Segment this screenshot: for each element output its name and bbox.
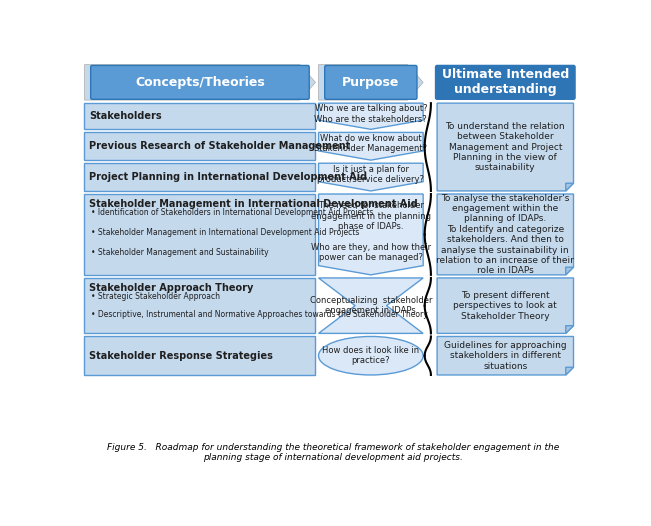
Text: Stakeholders: Stakeholders [89,112,161,122]
Text: To understand the relation
between Stakeholder
Management and Project
Planning i: To understand the relation between Stake… [445,122,565,173]
Text: Ultimate Intended
understanding: Ultimate Intended understanding [441,68,569,96]
Text: Figure 5.   Roadmap for understanding the theoretical framework of stakeholder e: Figure 5. Roadmap for understanding the … [107,442,559,462]
Bar [85,194,316,275]
Text: Is it just a plan for
product/service delivery?: Is it just a plan for product/service de… [317,165,424,184]
FancyBboxPatch shape [436,65,575,99]
Polygon shape [318,278,423,333]
Polygon shape [437,194,574,275]
Text: Project Planning in International Development Aid: Project Planning in International Develo… [89,172,367,182]
Polygon shape [318,163,423,191]
Bar [85,278,316,333]
Text: • Stakeholder Management in International Development Aid Projects: • Stakeholder Management in Internationa… [90,228,359,237]
Text: What do we know about
Stakeholder Management?: What do we know about Stakeholder Manage… [314,134,428,154]
Polygon shape [318,65,423,100]
Polygon shape [566,326,574,333]
Text: Stakeholder Response Strategies: Stakeholder Response Strategies [89,351,273,361]
Text: How does it look like in
practice?: How does it look like in practice? [322,346,419,366]
Polygon shape [566,367,574,375]
Text: Guidelines for approaching
stakeholders in different
situations: Guidelines for approaching stakeholders … [444,341,566,371]
Text: Who we are talking about?
Who are the stakeholders?: Who we are talking about? Who are the st… [314,104,427,124]
Text: Stakeholder Management in International Development Aid: Stakeholder Management in International … [89,199,418,209]
Text: To analyse the stakeholder's
engagement within the
planning of IDAPs.
To Identif: To analyse the stakeholder's engagement … [436,194,574,275]
Polygon shape [566,267,574,275]
Polygon shape [437,278,574,333]
Polygon shape [566,183,574,191]
Text: Conceptualizing  stakeholder
engagement in IDAPs: Conceptualizing stakeholder engagement i… [310,296,432,316]
FancyBboxPatch shape [325,65,417,99]
Polygon shape [318,103,423,129]
Bar [85,337,316,375]
Text: • Descriptive, Instrumental and Normative Approaches towards the Stakeholder The: • Descriptive, Instrumental and Normativ… [90,310,428,319]
Bar [85,133,316,160]
Text: • Stakeholder Management and Sustainability: • Stakeholder Management and Sustainabil… [90,248,268,257]
Bar [85,163,316,191]
FancyBboxPatch shape [90,65,309,99]
Text: Previous Research of Stakeholder Management: Previous Research of Stakeholder Managem… [89,141,350,151]
Polygon shape [437,337,574,375]
Ellipse shape [318,337,423,375]
Polygon shape [437,103,574,191]
Text: • Strategic Stakeholder Approach: • Strategic Stakeholder Approach [90,292,219,301]
Bar [85,103,316,129]
Polygon shape [318,133,423,160]
Text: Concepts/Theories: Concepts/Theories [135,76,265,89]
Polygon shape [318,194,423,275]
Text: To present different
perspectives to look at
Stakeholder Theory: To present different perspectives to loo… [454,291,557,320]
Text: Purpose: Purpose [342,76,400,89]
Text: • Identification of Stakeholders in International Development Aid Projects: • Identification of Stakeholders in Inte… [90,208,373,217]
Text: Stakeholder Approach Theory: Stakeholder Approach Theory [89,282,253,292]
Text: The need for stakeholder
engagement in the planning
phase of IDAPs.

Who are the: The need for stakeholder engagement in t… [311,201,431,262]
Polygon shape [85,65,316,100]
